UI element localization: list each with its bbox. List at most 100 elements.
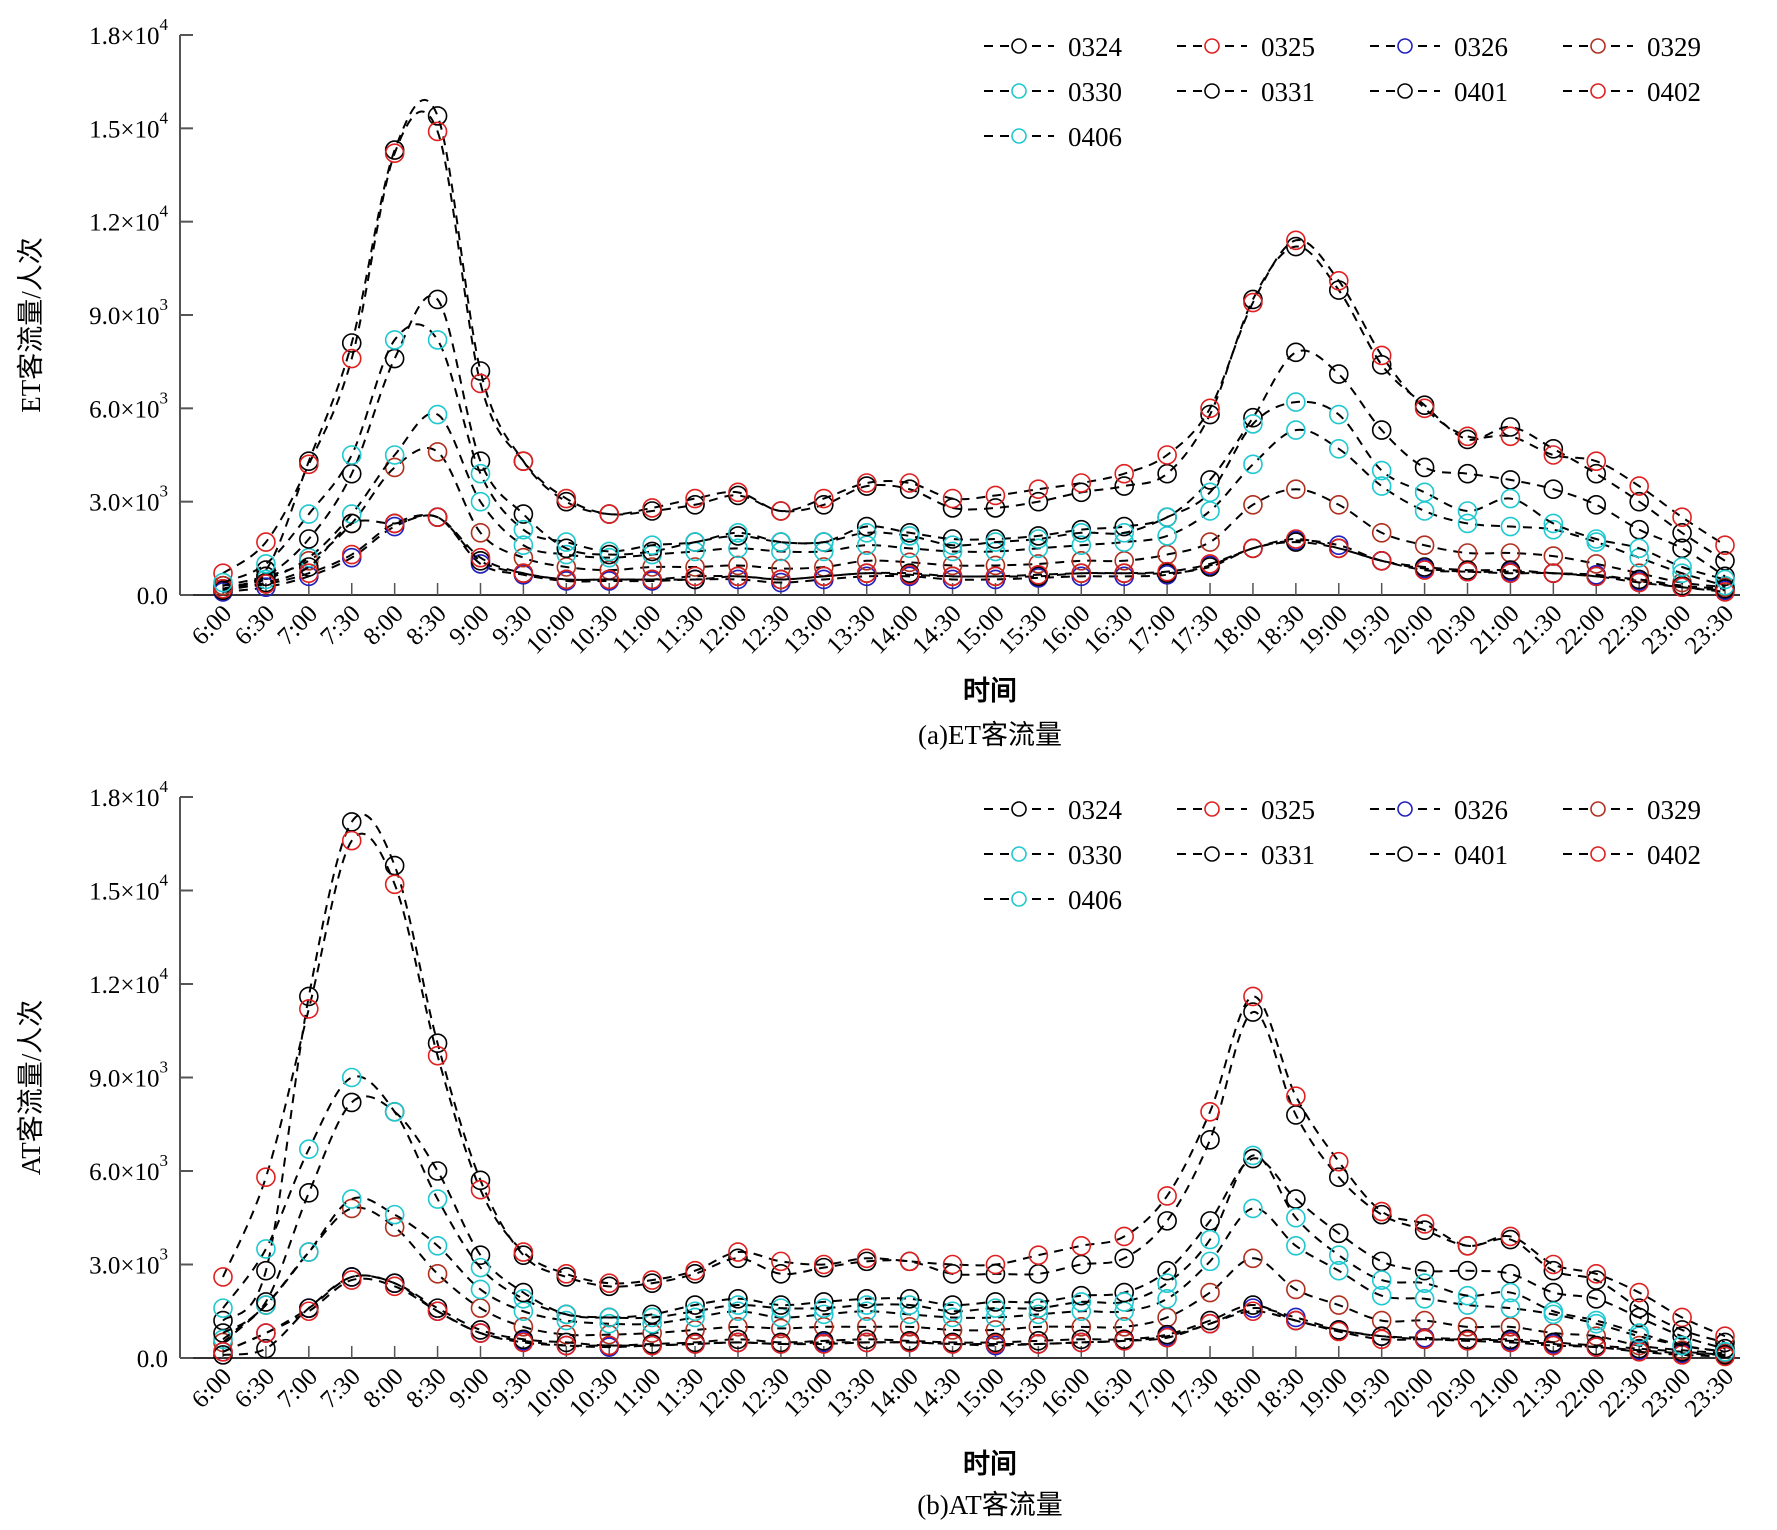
y-tick-label: 1.5×104 (89, 108, 168, 143)
x-tick-label: 15:00 (950, 600, 1009, 659)
data-point (728, 1332, 748, 1353)
legend-label: 0330 (1068, 77, 1122, 107)
y-axis-title: AT客流量/人次 (16, 1000, 46, 1176)
x-tick-label: 16:00 (1036, 1363, 1095, 1422)
data-point (728, 522, 748, 543)
x-tick-label: 22:00 (1551, 600, 1610, 659)
data-point (1543, 1282, 1564, 1303)
data-point (771, 501, 791, 521)
data-point (1157, 1260, 1177, 1281)
data-point (1028, 479, 1049, 500)
data-point (856, 1317, 877, 1337)
data-point (1071, 482, 1092, 503)
data-point (1028, 1245, 1049, 1265)
data-point (899, 552, 920, 573)
data-point (1543, 1254, 1564, 1275)
data-point (1414, 1214, 1435, 1234)
data-point (1715, 569, 1735, 590)
data-point (1328, 438, 1349, 459)
data-point (1586, 566, 1607, 587)
data-point (856, 1248, 877, 1269)
legend-marker (1590, 801, 1606, 817)
data-point (1114, 1282, 1134, 1303)
data-point (728, 538, 748, 559)
data-point (1114, 476, 1134, 496)
data-point (685, 1260, 705, 1281)
data-point (341, 1067, 362, 1088)
data-point (1457, 1260, 1478, 1281)
chart-panel-b: 0.0 3.0×103 6.0×103 9.0×103 1.2×104 1.5×104 1.… (16, 777, 1740, 1520)
data-point (1500, 1264, 1521, 1284)
legend-item-0331: 0331 (1177, 77, 1315, 107)
x-tick-label: 7:00 (273, 1363, 324, 1414)
data-point (213, 1341, 233, 1362)
data-point (556, 569, 577, 590)
data-point (856, 1295, 877, 1315)
data-point (1543, 479, 1564, 500)
data-point (513, 547, 534, 568)
data-point (341, 1198, 362, 1219)
data-point (1200, 1313, 1220, 1334)
data-point (1243, 407, 1263, 428)
data-point (1243, 986, 1263, 1007)
legend-marker (1011, 801, 1027, 817)
data-point (299, 999, 319, 1019)
data-point (1071, 1292, 1092, 1312)
data-point (1243, 1198, 1263, 1219)
y-tick-label: 1.2×104 (89, 202, 168, 237)
data-point (1629, 572, 1649, 593)
legend-marker (1204, 846, 1220, 862)
data-point (771, 532, 791, 552)
data-point (513, 563, 534, 584)
data-point (1586, 451, 1607, 472)
data-point (1028, 491, 1049, 512)
data-point (771, 558, 791, 579)
panel-caption: (a)ET客流量 (918, 720, 1062, 750)
series-line (222, 1075, 1726, 1353)
series-line (222, 1206, 1726, 1355)
data-point (1114, 463, 1134, 484)
legend-marker (1397, 83, 1413, 99)
data-point (685, 1295, 705, 1315)
legend-label: 0401 (1454, 77, 1508, 107)
data-point (1586, 1337, 1607, 1357)
legend-label: 0329 (1647, 32, 1701, 62)
data-point (1586, 494, 1607, 515)
data-point (427, 1161, 448, 1181)
data-point (942, 529, 963, 549)
data-point (813, 1292, 834, 1312)
legend-label: 0330 (1068, 840, 1122, 870)
y-tick-label: 3.0×103 (89, 1245, 168, 1280)
data-point (1243, 1145, 1263, 1166)
data-point (1200, 398, 1220, 419)
data-point (1157, 1186, 1177, 1206)
legend-marker (1204, 83, 1220, 99)
legend-label: 0325 (1261, 32, 1315, 62)
data-point (599, 1324, 620, 1345)
data-point (942, 555, 963, 576)
data-point (556, 1310, 577, 1331)
data-point (513, 535, 534, 556)
data-point (1243, 292, 1263, 313)
data-point (1028, 1334, 1049, 1354)
x-tick-label: 20:00 (1379, 1363, 1438, 1422)
data-point (1414, 1288, 1435, 1309)
legend-marker (1397, 801, 1413, 817)
data-point (427, 1045, 448, 1066)
data-point (899, 1317, 920, 1337)
data-point (1500, 1298, 1521, 1318)
x-tick-label: 14:30 (907, 600, 966, 659)
x-tick-label: 16:30 (1079, 1363, 1138, 1422)
series-0402 (213, 1270, 1735, 1367)
data-point (685, 1301, 705, 1322)
data-point (427, 1236, 448, 1256)
x-tick-label: 7:00 (273, 600, 324, 651)
data-point (1500, 516, 1521, 537)
data-point (1371, 522, 1392, 543)
legend-marker (1011, 128, 1027, 144)
data-point (1672, 507, 1692, 528)
data-point (642, 1335, 662, 1356)
data-point (771, 1251, 791, 1272)
legend-item-0329: 0329 (1563, 32, 1701, 62)
data-point (642, 541, 662, 562)
